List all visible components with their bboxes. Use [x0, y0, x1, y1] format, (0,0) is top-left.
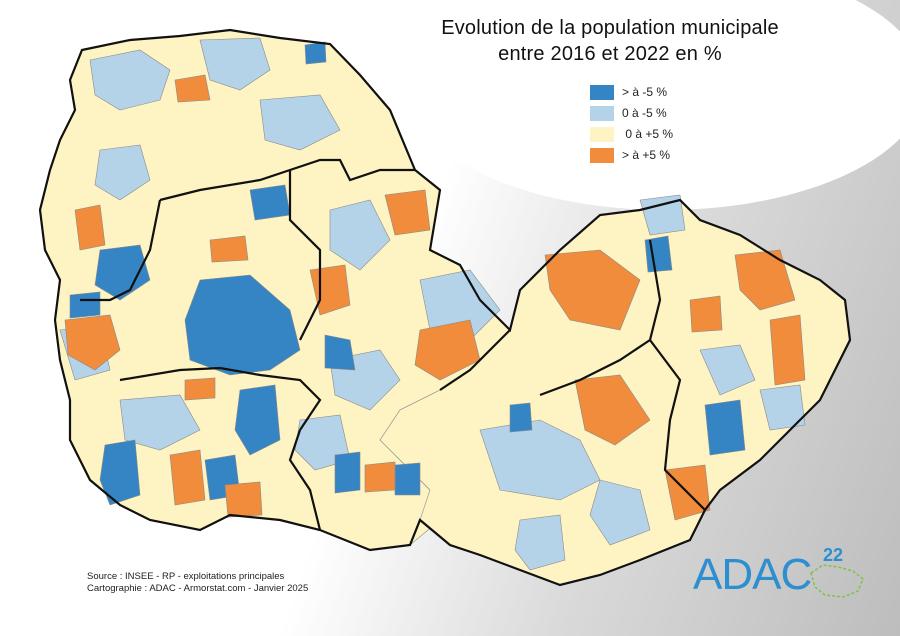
patch-dark-blue [99, 439, 141, 506]
patch-dark-blue [509, 402, 533, 433]
patch-light-blue [589, 479, 651, 546]
legend-label: > à +5 % [622, 148, 671, 162]
map-communes-layer [39, 29, 851, 586]
legend-item-decline: 0 à -5 % [590, 103, 673, 123]
patch-orange [209, 235, 249, 263]
title-background [405, 0, 900, 210]
patch-orange [574, 374, 651, 446]
patch-orange [74, 204, 106, 251]
patch-orange [544, 249, 641, 331]
patch-light-blue [699, 344, 756, 396]
patch-light-blue [759, 384, 806, 431]
legend-swatch [590, 126, 614, 142]
legend-swatch [590, 84, 614, 100]
patch-orange [174, 74, 211, 103]
patch-orange [384, 189, 431, 236]
logo-outline-icon [810, 564, 864, 598]
legend-item-growth: 0 à +5 % [590, 124, 673, 144]
logo-number: 22 [823, 545, 844, 565]
patch-light-blue [259, 94, 341, 151]
patch-orange [364, 461, 396, 493]
legend-label: 0 à -5 % [622, 106, 667, 120]
patch-dark-blue [249, 184, 291, 221]
legend-label: 0 à +5 % [622, 127, 674, 141]
map-title: Evolution de la population municipale en… [430, 15, 790, 67]
legend-swatch [590, 147, 614, 163]
title-line-1: Evolution de la population municipale [441, 17, 779, 39]
source-line: Source : INSEE - RP - exploitations prin… [87, 571, 285, 582]
patch-dark-blue [394, 462, 421, 496]
patch-orange [64, 314, 121, 371]
patch-light-blue [639, 194, 686, 236]
patch-orange [414, 319, 481, 381]
epci-boundaries [38, 28, 852, 587]
patch-dark-blue [324, 334, 356, 371]
patch-orange [169, 449, 206, 506]
patch-dark-blue [334, 451, 361, 494]
patch-light-blue [119, 394, 201, 451]
logo-text: ADAC [693, 550, 812, 599]
patch-dark-blue [69, 291, 101, 319]
patch-dark-blue [94, 244, 151, 301]
adac-logo: ADAC 22 [693, 545, 873, 605]
patch-orange [734, 249, 796, 311]
patch-orange [769, 314, 806, 386]
title-line-2: entre 2016 et 2022 en % [498, 43, 722, 65]
patch-light-blue [89, 49, 171, 111]
patch-orange [224, 481, 263, 518]
patch-orange [184, 377, 216, 401]
legend-item-strong-growth: > à +5 % [590, 145, 673, 165]
patch-light-blue [199, 37, 271, 91]
patch-dark-blue [184, 274, 301, 376]
patch-light-blue [94, 144, 151, 201]
legend: > à -5 % 0 à -5 % 0 à +5 % > à +5 % [590, 82, 673, 166]
legend-label: > à -5 % [622, 85, 668, 99]
patch-light-blue [514, 514, 566, 571]
legend-swatch [590, 105, 614, 121]
patch-dark-blue [234, 384, 281, 456]
source-note: Source : INSEE - RP - exploitations prin… [87, 571, 308, 595]
patch-dark-blue [644, 235, 673, 273]
patch-dark-blue [304, 41, 327, 65]
patch-dark-blue [704, 399, 746, 456]
patch-orange [689, 295, 723, 333]
legend-item-strong-decline: > à -5 % [590, 82, 673, 102]
patch-light-blue [419, 269, 501, 341]
cartography-line: Cartographie : ADAC - Armorstat.com - Ja… [87, 583, 309, 594]
patch-light-blue [329, 199, 391, 271]
